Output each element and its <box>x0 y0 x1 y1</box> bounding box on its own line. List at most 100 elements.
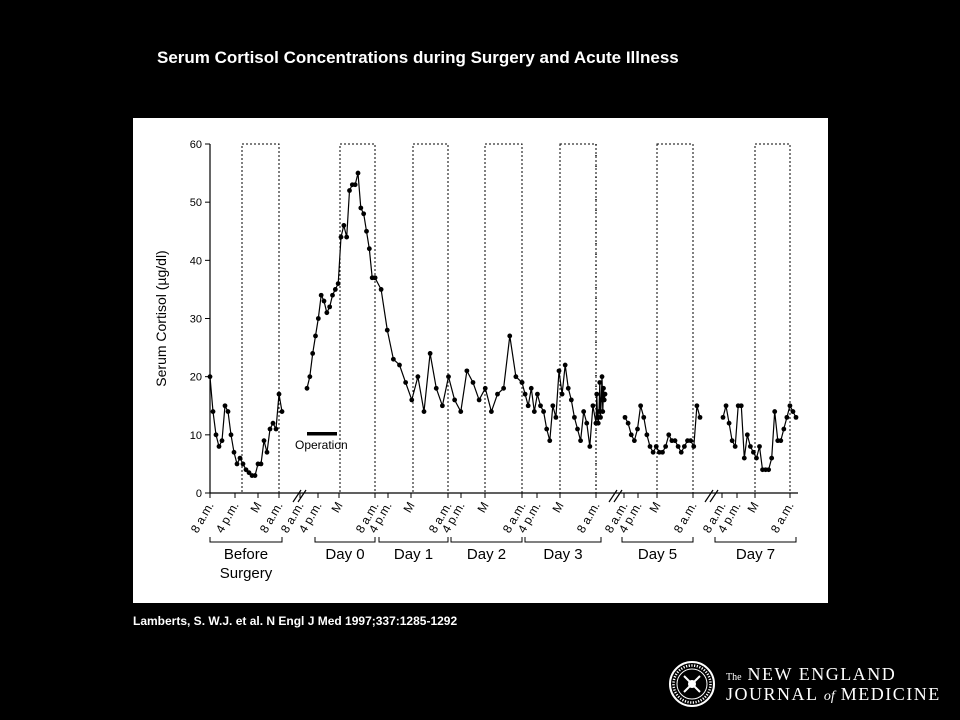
logo-of: of <box>823 689 835 704</box>
data-point <box>578 438 583 444</box>
data-point <box>452 397 458 403</box>
data-point <box>258 461 264 467</box>
data-point <box>650 449 656 455</box>
data-point <box>427 351 433 356</box>
data-point <box>769 455 775 461</box>
data-point <box>688 438 694 444</box>
data-point <box>600 409 606 414</box>
data-point <box>261 438 267 444</box>
data-point <box>766 467 772 473</box>
data-point <box>276 391 282 397</box>
data-point <box>439 403 445 409</box>
night-box <box>241 143 280 494</box>
data-point <box>729 438 735 444</box>
data-point <box>519 380 525 385</box>
data-point <box>384 327 390 333</box>
data-point <box>772 409 778 414</box>
data-point <box>390 356 396 362</box>
data-point <box>681 444 687 449</box>
x-tick-label: M <box>646 500 663 516</box>
data-point <box>547 438 553 444</box>
series-line <box>209 376 283 477</box>
data-point <box>587 444 593 449</box>
day-bracket <box>314 537 376 543</box>
data-point <box>273 426 279 432</box>
x-tick-label: M <box>400 500 417 516</box>
data-point <box>751 449 756 455</box>
y-tick-label: 40 <box>190 255 202 267</box>
data-point <box>330 292 335 298</box>
data-point <box>210 409 216 414</box>
data-point <box>550 403 556 409</box>
data-point <box>446 374 451 380</box>
night-box <box>656 143 694 494</box>
y-tick-label: 20 <box>190 372 202 384</box>
series <box>207 170 799 478</box>
axis-break-mark <box>292 489 302 503</box>
data-point <box>741 455 747 461</box>
slide-title: Serum Cortisol Concentrations during Sur… <box>157 48 679 67</box>
x-tick-label: 4 p.m. <box>213 500 242 536</box>
y-tick-label: 50 <box>190 197 202 209</box>
data-point <box>562 362 568 368</box>
x-tick-label: M <box>247 500 264 516</box>
data-point <box>553 414 559 420</box>
data-point <box>660 449 665 455</box>
data-point <box>697 414 703 420</box>
data-point <box>581 409 587 414</box>
data-point <box>361 211 367 217</box>
series-line <box>521 364 597 447</box>
data-point <box>219 438 225 444</box>
day-bracket <box>621 537 694 543</box>
data-point <box>409 397 415 403</box>
y-axis-label: Serum Cortisol (µg/dl) <box>153 250 169 386</box>
data-point <box>528 385 534 391</box>
data-point <box>464 368 470 374</box>
data-point <box>421 409 427 414</box>
data-point <box>207 374 213 380</box>
day-group-label: Day 7 <box>736 546 775 563</box>
data-point <box>378 287 384 292</box>
data-point <box>313 333 318 339</box>
data-point <box>672 438 678 444</box>
data-point <box>213 432 219 438</box>
logo-the: The <box>726 672 742 683</box>
data-point <box>318 292 324 298</box>
data-point <box>267 426 273 432</box>
data-point <box>565 385 571 391</box>
data-point <box>415 374 421 380</box>
data-point <box>270 420 276 426</box>
data-point <box>738 403 744 409</box>
data-point <box>324 310 330 316</box>
series-line <box>306 172 375 389</box>
citation: Lamberts, S. W.J. et al. N Engl J Med 19… <box>133 614 458 628</box>
x-tick-label: M <box>474 500 491 516</box>
day-group-label: Day 1 <box>394 546 433 563</box>
y-tick-label: 60 <box>190 139 202 151</box>
data-point <box>584 420 590 426</box>
data-point <box>784 414 790 420</box>
data-point <box>781 426 787 432</box>
data-point <box>513 374 519 380</box>
data-point <box>757 444 762 449</box>
x-tick-label: M <box>328 500 345 516</box>
data-point <box>556 368 562 374</box>
data-point <box>638 403 644 409</box>
data-point <box>240 461 246 467</box>
day-group-label: Surgery <box>220 565 273 582</box>
y-tick-label: 10 <box>190 430 202 442</box>
data-point <box>225 409 231 414</box>
y-tick-label: 30 <box>190 314 202 326</box>
axis-break-mark <box>613 489 623 503</box>
logo-journal: JOURNAL <box>726 684 818 704</box>
axis-labels: 0 10 20 30 40 50 60 Serum Cortisol (µg/dl) 8 a.m… <box>153 139 797 582</box>
data-point <box>358 205 364 211</box>
data-point <box>787 403 793 409</box>
axes <box>205 143 798 543</box>
data-point <box>747 444 753 449</box>
data-point <box>535 391 540 397</box>
night-box <box>412 143 449 494</box>
data-point <box>754 455 759 461</box>
data-point <box>525 403 531 409</box>
data-point <box>507 333 513 339</box>
